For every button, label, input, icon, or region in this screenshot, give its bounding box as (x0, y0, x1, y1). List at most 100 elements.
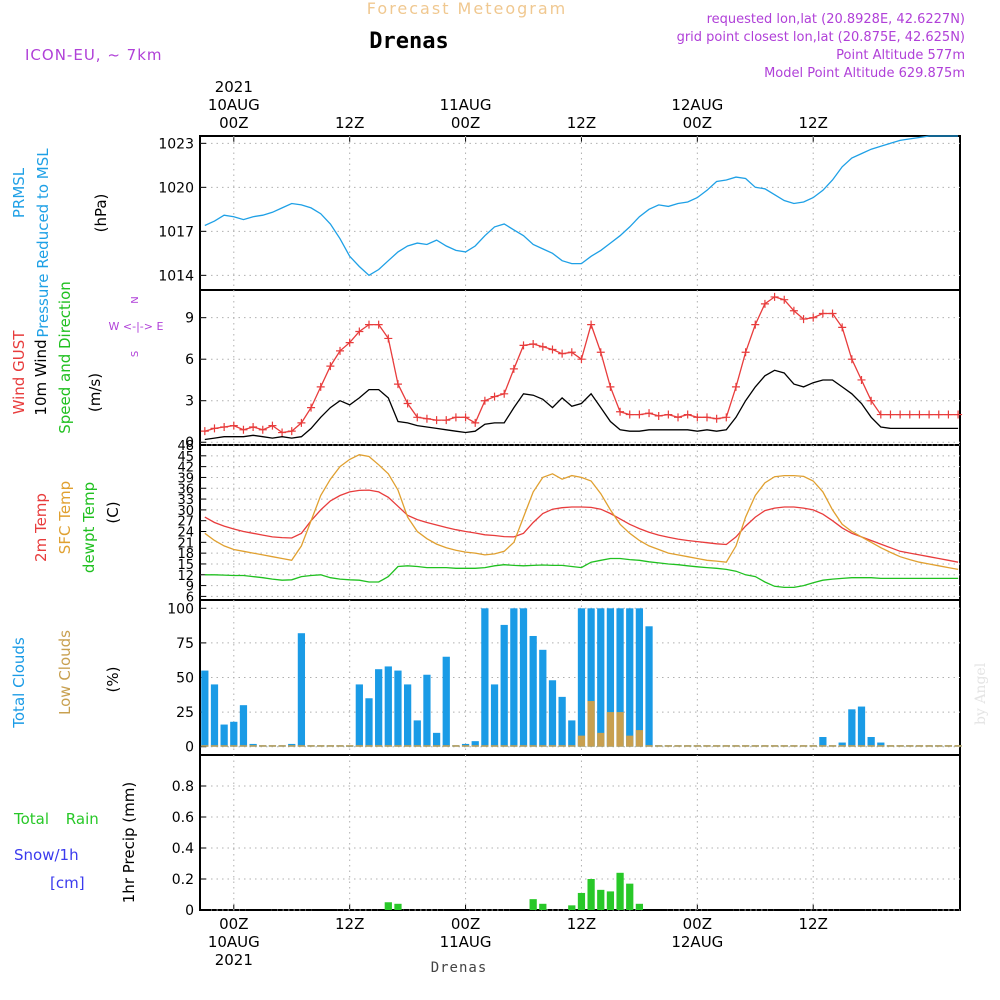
total-rain-bar (616, 872, 624, 910)
low-clouds-bar (954, 745, 962, 747)
bottom-time-label: 12AUG (671, 933, 723, 951)
total-clouds-bar (635, 608, 644, 747)
total-clouds-bar (587, 608, 595, 747)
low-clouds-bar (906, 745, 914, 747)
total-rain-bar (597, 889, 605, 910)
total-clouds-bar (490, 684, 499, 747)
low-clouds-bar (471, 745, 479, 747)
low-clouds-bar (790, 745, 798, 747)
panels: 1014 1017 1020 1023 PRMSL Pressure Reduced to… (10, 135, 963, 919)
panel-wind: 0 3 6 9 Wind GUST 10m Wind Speed and Direction… (10, 281, 963, 451)
bottom-time-label: 12Z (799, 915, 828, 933)
total-rain-bar (568, 905, 576, 910)
pressure-label: Pressure Reduced to MSL (34, 148, 52, 338)
y-tick-label: 0.6 (172, 810, 194, 826)
y-tick-label: 0.2 (172, 872, 194, 888)
y-tick-label: 30 (177, 504, 194, 519)
total-clouds-bar (375, 669, 383, 747)
low-clouds-bar (741, 745, 750, 747)
gust-marker (886, 410, 895, 419)
gust-marker (451, 413, 460, 422)
gust-marker (915, 410, 924, 419)
low-clouds-bar (413, 745, 421, 747)
low-clouds-bar (867, 745, 875, 747)
gust-marker (838, 323, 847, 332)
gust-marker (635, 410, 644, 419)
y-tick-label: 48 (177, 439, 194, 454)
gust-marker (422, 414, 431, 423)
total-clouds-bar (519, 608, 528, 747)
gust-marker (355, 327, 364, 336)
y-tick-label: 24 (177, 526, 194, 541)
y-tick-label: 0 (185, 435, 194, 451)
gust-marker (509, 364, 518, 373)
gust-marker (297, 418, 306, 427)
top-time-label: 00Z (451, 114, 480, 132)
y-tick-label: 15 (177, 558, 194, 573)
y-tick-label: 0.4 (172, 841, 194, 857)
total-clouds-bar (606, 608, 615, 747)
y-tick-label: 3 (185, 394, 194, 410)
gust-marker (664, 410, 673, 419)
gust-marker (403, 399, 412, 408)
low-clouds-bar (297, 745, 306, 747)
total-clouds-bar (239, 705, 248, 747)
low-clouds-bar (317, 745, 325, 747)
gust-marker (905, 410, 914, 419)
gust-marker (818, 309, 827, 318)
total-clouds-bar (819, 737, 827, 747)
low-clouds-bar (442, 745, 450, 747)
gust-marker (384, 334, 393, 343)
prmsl-label: PRMSL (10, 167, 28, 218)
wind-ylabel: (m/s) (86, 373, 104, 412)
gust-marker (442, 416, 451, 425)
low-clouds-bar (500, 745, 508, 747)
gust-marker (751, 320, 760, 329)
gust-marker (413, 413, 422, 422)
total-rain-bar (539, 903, 547, 910)
total-rain-bar (626, 883, 634, 910)
gust-marker (896, 410, 905, 419)
low-clouds-bar (346, 745, 354, 747)
y-tick-label: 27 (177, 515, 194, 530)
low-clouds-bar (568, 745, 576, 747)
total-clouds-bar (297, 633, 306, 747)
gust-label: Wind GUST (10, 330, 28, 415)
low-clouds-bar (877, 745, 885, 747)
gust-marker (828, 309, 837, 318)
gust-marker (731, 382, 740, 391)
total-clouds-bar (384, 666, 392, 747)
precip-frame (199, 754, 961, 911)
y-tick-label: 1014 (158, 268, 194, 284)
wind-label: 10m Wind (32, 339, 50, 415)
gust-marker (799, 315, 808, 324)
compass-west-east: W <-|-> E (109, 320, 164, 333)
10m-wind-line (204, 369, 959, 441)
gust-marker (925, 410, 934, 419)
total-clouds-bar (626, 608, 634, 747)
low-clouds-bar (230, 745, 238, 747)
gust-marker (616, 407, 625, 416)
gust-marker (210, 424, 219, 433)
low-clouds-bar (799, 745, 808, 747)
gust-marker (606, 382, 615, 391)
total-clouds-bar (394, 670, 402, 747)
info-point-altitude: Point Altitude 577m (836, 48, 965, 63)
low-clouds-bar (857, 745, 866, 747)
compass-north: N (130, 296, 141, 303)
y-tick-label: 12 (177, 569, 194, 584)
low-clouds-bar (249, 745, 257, 747)
low-clouds-bar (828, 745, 837, 747)
low-clouds-bar (655, 745, 663, 747)
low-clouds-bar (703, 745, 711, 747)
top-time-label: 00Z (683, 114, 712, 132)
total-clouds-bar (355, 684, 363, 747)
total-rain-bar (529, 899, 537, 910)
pressure-line (204, 135, 959, 277)
gust-marker (393, 380, 402, 389)
total-rain-bar (577, 892, 586, 910)
total-clouds-bar (413, 720, 421, 747)
y-tick-label: 39 (177, 471, 194, 486)
temp2m-label: 2m Temp (32, 493, 50, 562)
